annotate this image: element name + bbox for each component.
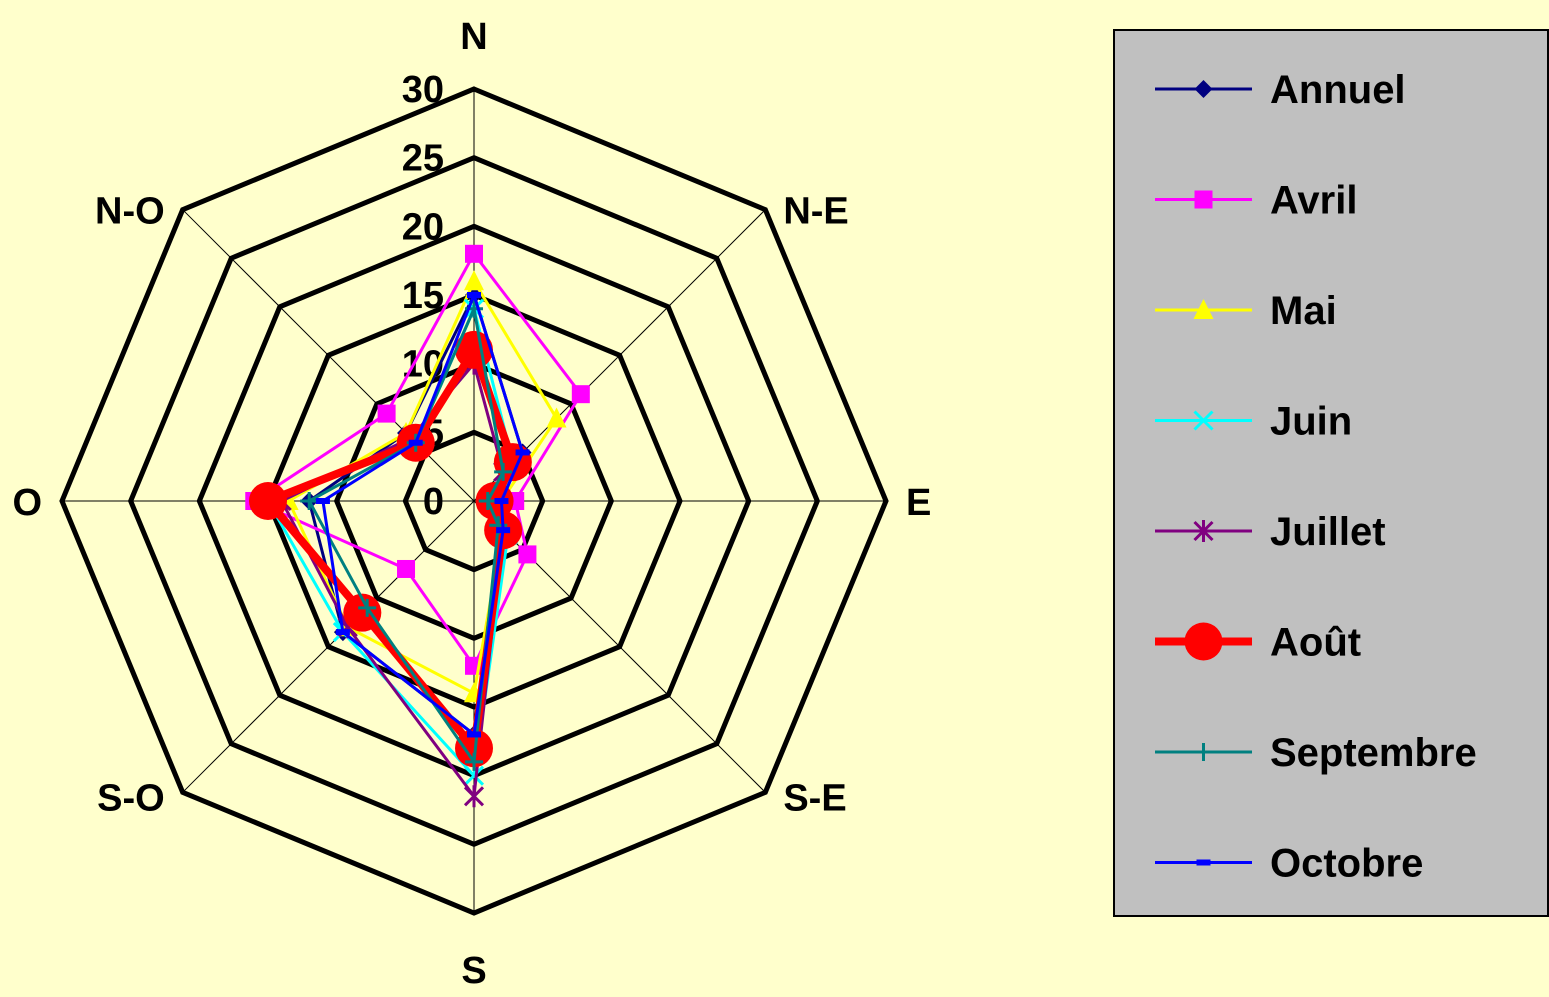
tick-label-30: 30 — [402, 69, 444, 111]
point-septembre-o — [300, 492, 319, 510]
point-avril-n-o — [377, 404, 396, 423]
legend-item-avril: Avril — [1155, 179, 1357, 223]
point-octobre-s-o — [335, 629, 350, 636]
point-septembre-s-o — [358, 598, 377, 617]
category-axis-labels: N N-E E S-E S S-O O N-O — [12, 16, 931, 992]
point-octobre-n-e — [515, 449, 530, 456]
point-octobre-n — [467, 292, 481, 298]
legend-marker-juin — [1193, 410, 1214, 431]
point-juin-s — [463, 765, 485, 786]
legend-label-aout: Août — [1270, 621, 1361, 665]
point-avril-s-e — [518, 545, 537, 564]
point-juillet-s — [463, 785, 485, 808]
legend-item-juillet: Juillet — [1155, 510, 1386, 554]
point-octobre-n-o — [408, 439, 423, 446]
legend-marker-annuel — [1194, 80, 1213, 98]
point-septembre-n-e — [494, 462, 513, 481]
legend-item-octobre: Octobre — [1155, 842, 1423, 886]
axis-label-o: O — [12, 482, 42, 524]
legend-label-annuel: Annuel — [1270, 68, 1406, 112]
point-aout-s-o — [343, 593, 382, 632]
spoke-s-o — [182, 500, 475, 793]
point-avril-s-o — [397, 559, 416, 578]
data-series — [245, 244, 590, 808]
axis-label-n: N — [460, 16, 487, 58]
series-octobre — [315, 292, 530, 738]
point-octobre-e — [494, 498, 509, 504]
point-avril-n — [465, 244, 483, 263]
legend-label-octobre: Octobre — [1270, 842, 1423, 886]
tick-label-15: 15 — [402, 275, 444, 317]
legend-marker-septembre — [1194, 743, 1213, 761]
legend-item-juin: Juin — [1155, 400, 1352, 444]
point-aout-o — [249, 482, 287, 520]
axis-label-s-o: S-O — [97, 777, 165, 819]
point-septembre-s — [465, 752, 483, 771]
legend-item-septembre: Septembre — [1155, 731, 1477, 775]
point-avril-n-e — [571, 385, 590, 404]
legend-marker-aout — [1184, 622, 1223, 661]
tick-label-25: 25 — [402, 138, 444, 180]
legend-marker-mai — [1193, 299, 1214, 319]
axis-label-e: E — [906, 482, 931, 524]
spoke-s-e — [473, 500, 766, 793]
legend-marker-juillet — [1193, 520, 1214, 542]
legend-label-avril: Avril — [1270, 179, 1357, 223]
legend-label-septembre: Septembre — [1270, 731, 1477, 775]
legend-item-mai: Mai — [1155, 289, 1337, 333]
legend-item-annuel: Annuel — [1155, 68, 1406, 112]
legend-label-juillet: Juillet — [1270, 510, 1386, 554]
axis-label-n-o: N-O — [95, 191, 165, 233]
legend-item-aout: Août — [1155, 621, 1361, 665]
legend: Annuel Avril Mai Juin Juillet Août Septembre Oc… — [1113, 29, 1549, 917]
point-mai-n-e — [546, 407, 567, 428]
legend-marker-octobre — [1196, 859, 1211, 866]
legend-label-juin: Juin — [1270, 400, 1352, 444]
point-septembre-e — [478, 492, 497, 510]
series-septembre — [300, 299, 513, 771]
legend-label-mai: Mai — [1270, 289, 1337, 333]
point-mai-n — [464, 270, 484, 291]
point-octobre-o — [315, 498, 330, 504]
tick-label-20: 20 — [402, 206, 444, 248]
series-avril — [245, 244, 590, 675]
legend-marker-avril — [1194, 190, 1213, 209]
legend-box — [1113, 29, 1549, 917]
point-octobre-s — [467, 731, 481, 738]
point-octobre-s-e — [496, 527, 511, 534]
tick-label-0: 0 — [423, 481, 444, 523]
axis-label-s-e: S-E — [783, 777, 846, 819]
axis-label-n-e: N-E — [783, 191, 848, 233]
axis-label-s: S — [461, 950, 486, 992]
